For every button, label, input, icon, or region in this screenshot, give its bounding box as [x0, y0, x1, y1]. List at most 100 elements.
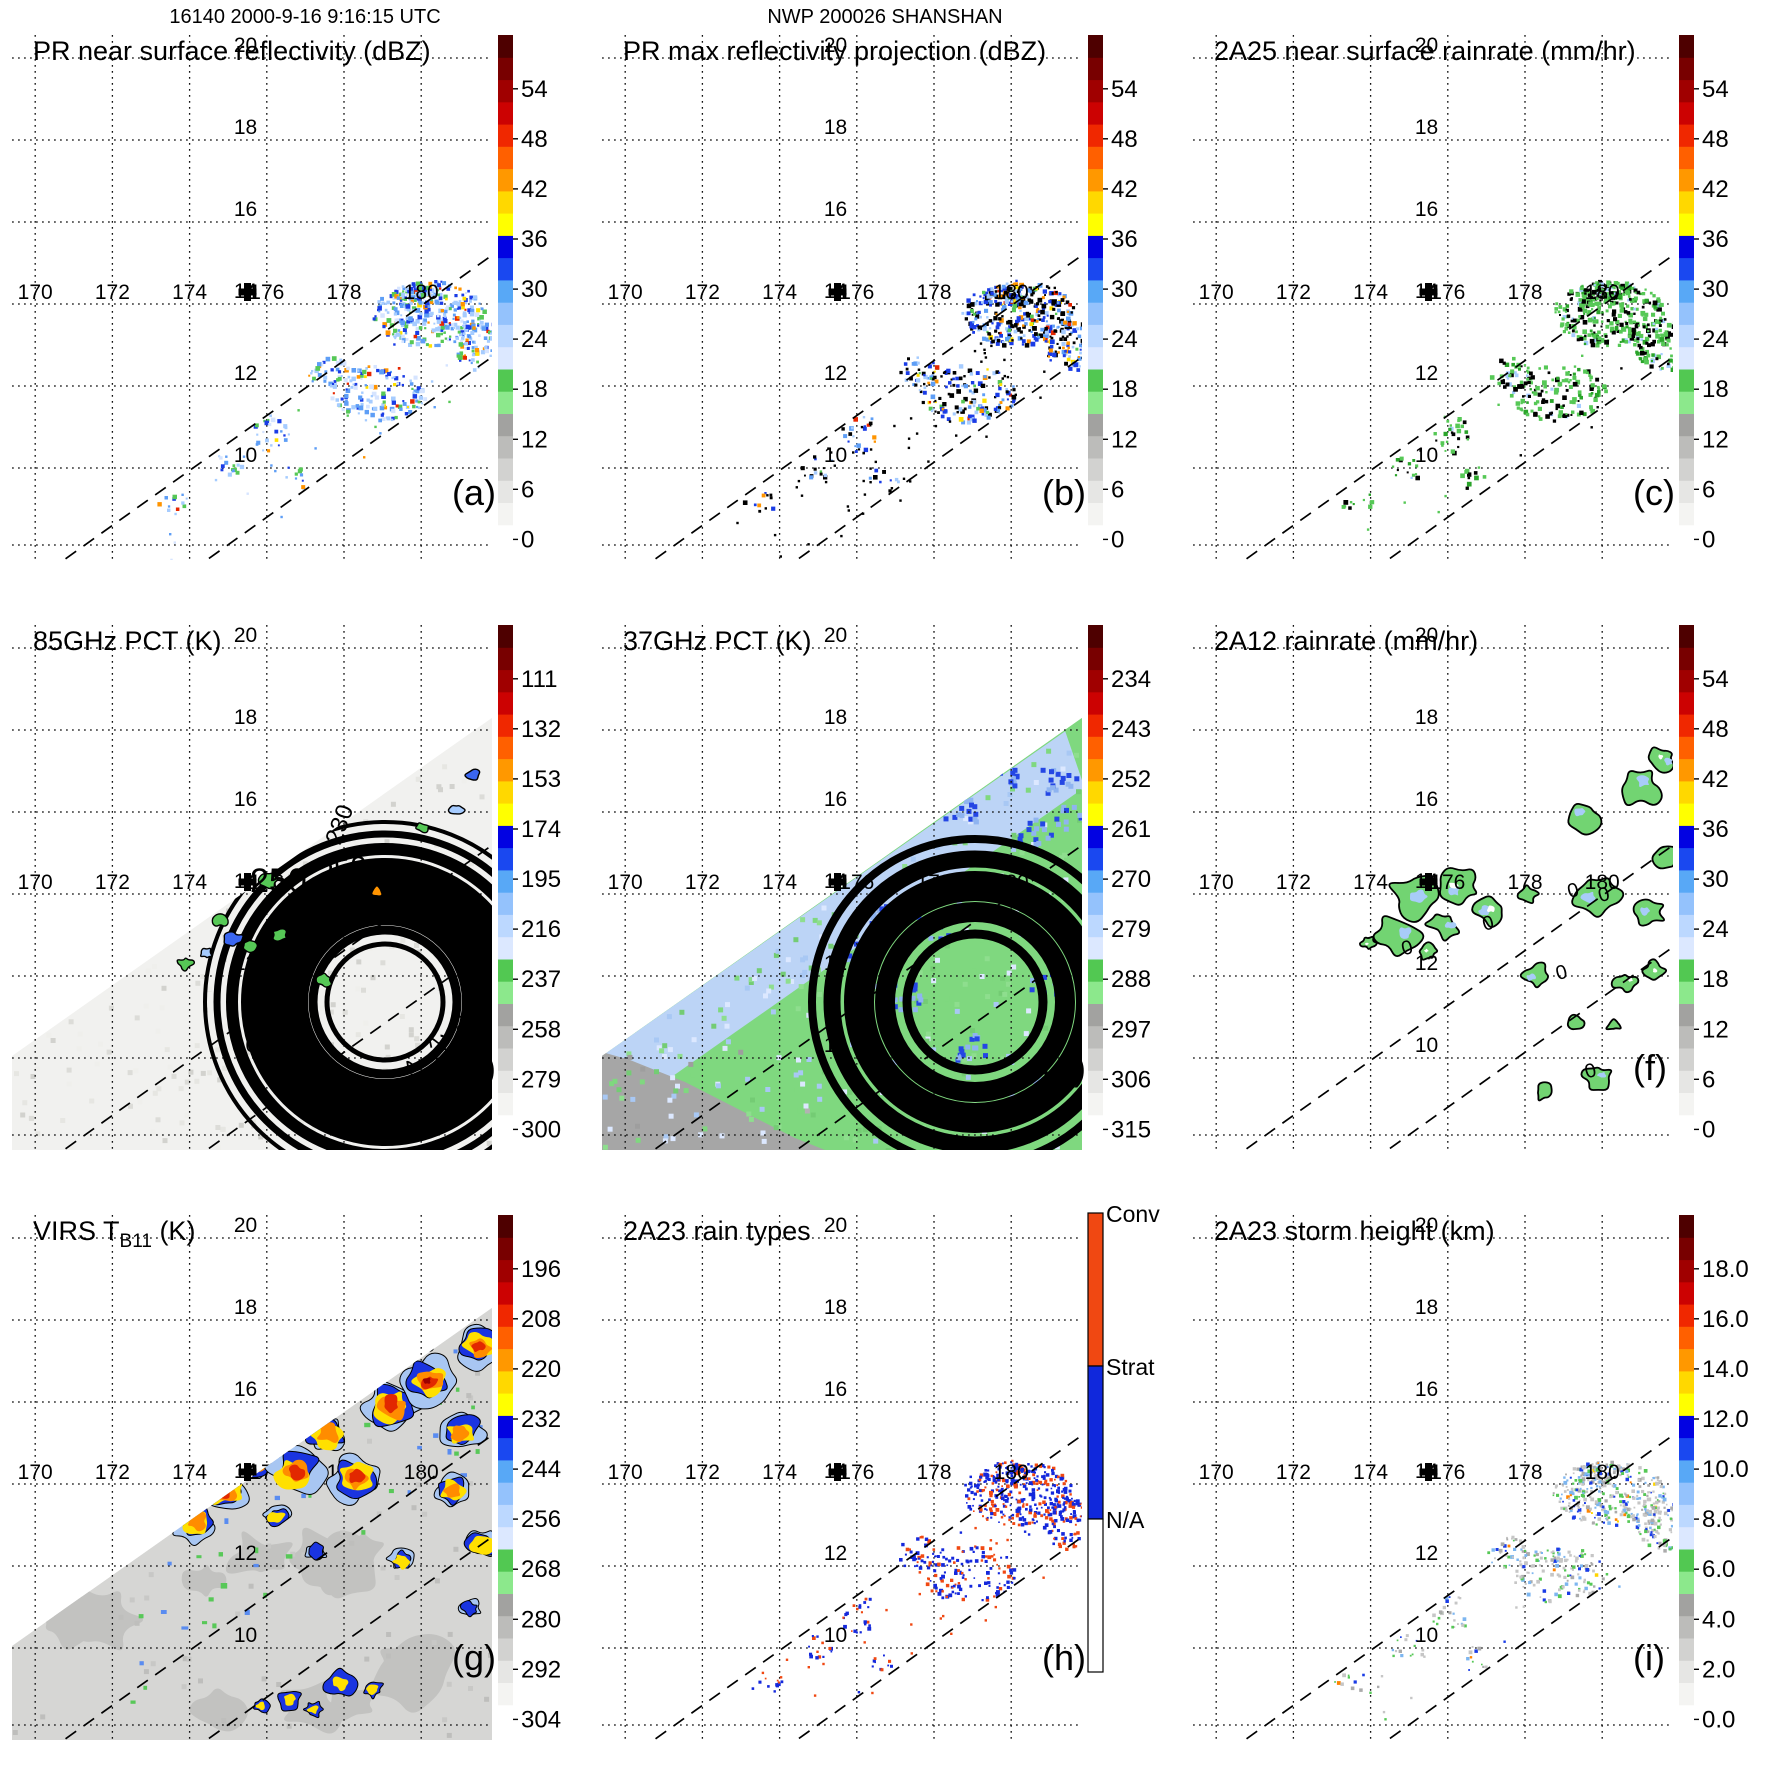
colorbar-tick-label: 6: [521, 476, 534, 503]
lon-tick-label: 178: [1507, 281, 1542, 304]
panel-b-pr-max-reflectivity: 170172174176178180101214161820PR max ref…: [602, 34, 1138, 560]
panel-h-2a23-rain-types: 1701721741761781801012141618202A23 rain …: [602, 1201, 1160, 1740]
lon-tick-label: 174: [172, 871, 207, 894]
lon-tick-label: 176: [1430, 1461, 1465, 1484]
lon-tick-label: 176: [1430, 281, 1465, 304]
lat-tick-label: 10: [824, 444, 847, 467]
raintype-colorbar-segment: [1087, 1365, 1104, 1520]
lat-tick-label: 16: [1415, 198, 1438, 221]
lon-tick-label: 174: [172, 281, 207, 304]
lat-tick-label: 16: [824, 198, 847, 221]
lon-tick-label: 174: [1353, 871, 1388, 894]
colorbar-tick-label: 279: [521, 1066, 561, 1093]
panel-f-2a12-rainrate: 0000001701721741761781801012141618202A12…: [1193, 624, 1729, 1150]
lat-tick-label: 18: [1415, 1296, 1438, 1319]
panel-title: 85GHz PCT (K): [33, 626, 222, 656]
lon-tick-label: 174: [762, 1461, 797, 1484]
lat-tick-label: 20: [1415, 624, 1438, 647]
colorbar-tick-label: 6: [1702, 476, 1715, 503]
colorbar-tick-label: 111: [521, 666, 557, 693]
storm-center-marker: [238, 1463, 257, 1481]
lon-tick-label: 174: [172, 1461, 207, 1484]
colorbar-tick-label: 2.0: [1702, 1656, 1735, 1683]
colorbar: 196 208 220 232 244 256 268 280 292 304: [498, 1215, 561, 1733]
colorbar-tick-label: 261: [1111, 816, 1151, 843]
pct-contour-label: 250: [250, 862, 307, 900]
colorbar: 234 243 252 261 270 279 288 297 306 315: [1088, 625, 1151, 1143]
colorbar-tick-label: 153: [521, 766, 561, 793]
contour-zero-label: 0: [1596, 883, 1612, 907]
lon-tick-label: 178: [1507, 871, 1542, 894]
colorbar-tick-label: 0: [521, 526, 534, 553]
colorbar-tick-label: 12.0: [1702, 1406, 1749, 1433]
contour-zero-label: 0: [1582, 1059, 1598, 1083]
colorbar-tick-label: 18: [1702, 966, 1729, 993]
lon-tick-label: 172: [685, 871, 720, 894]
colorbar-tick-label: 195: [521, 866, 561, 893]
colorbar-tick-label: 10.0: [1702, 1456, 1749, 1483]
colorbar-tick-label: 24: [521, 326, 548, 353]
colorbar-tick-label: 132: [521, 716, 561, 743]
lon-tick-label: 170: [1199, 281, 1234, 304]
colorbar-tick-label: 0: [1111, 526, 1124, 553]
lon-tick-label: 176: [839, 1461, 874, 1484]
colorbar-tick-label: 174: [521, 816, 561, 843]
colorbar-tick-label: 258: [521, 1016, 561, 1043]
colorbar: 54 48 42 36 30 24 18 12 6 0: [1088, 35, 1138, 553]
lon-tick-label: 178: [916, 281, 951, 304]
panel-letter-label: (e): [1042, 1047, 1086, 1088]
lat-tick-label: 20: [234, 1214, 257, 1237]
lat-tick-label: 12: [234, 362, 257, 385]
lon-tick-label: 180: [404, 1461, 439, 1484]
storm-center-marker: [828, 283, 847, 301]
colorbar-tick-label: 304: [521, 1706, 561, 1733]
colorbar-tick-label: Strat: [1106, 1354, 1155, 1380]
lat-tick-label: 18: [824, 116, 847, 139]
lon-tick-label: 176: [839, 281, 874, 304]
panel-title: 2A12 rainrate (mm/hr): [1214, 626, 1478, 656]
colorbar-tick-label: 36: [1702, 226, 1729, 253]
colorbar-tick-label: 315: [1111, 1116, 1151, 1143]
lon-tick-label: 170: [1199, 871, 1234, 894]
colorbar-tick-label: 12: [1111, 426, 1138, 453]
lat-tick-label: 20: [824, 34, 847, 57]
colorbar-tick-label: 0: [1702, 1116, 1715, 1143]
colorbar-tick-label: 268: [521, 1556, 561, 1583]
lat-tick-label: 12: [1415, 362, 1438, 385]
colorbar: 54 48 42 36 30 24 18 12 6 0: [1679, 35, 1729, 553]
colorbar-tick-label: 292: [521, 1656, 561, 1683]
lon-tick-label: 172: [685, 281, 720, 304]
lon-tick-label: 170: [608, 281, 643, 304]
lat-tick-label: 18: [824, 706, 847, 729]
colorbar-tick-label: 42: [1702, 176, 1729, 203]
colorbar-tick-label: 54: [1111, 76, 1138, 103]
panel-letter-label: (h): [1042, 1637, 1086, 1678]
panel-c-2a25-rainrate: 1701721741761781801012141618202A25 near …: [1193, 34, 1729, 560]
lat-tick-label: 12: [1415, 952, 1438, 975]
lat-tick-label: 20: [824, 1214, 847, 1237]
lat-tick-label: 12: [234, 1542, 257, 1565]
colorbar-tick-label: 14.0: [1702, 1356, 1749, 1383]
panel-title: 2A25 near surface rainrate (mm/hr): [1214, 36, 1636, 66]
lon-tick-label: 180: [404, 281, 439, 304]
panel-title: 37GHz PCT (K): [623, 626, 812, 656]
colorbar-tick-label: 244: [521, 1456, 561, 1483]
lat-tick-label: 16: [1415, 788, 1438, 811]
panel-g-virs-tb11: 170172174176178180101214161820VIRS TB11 …: [12, 1214, 561, 1740]
lat-tick-label: 20: [1415, 34, 1438, 57]
colorbar-tick-label: 54: [521, 76, 548, 103]
lon-tick-label: 172: [95, 871, 130, 894]
colorbar-tick-label: 6: [1111, 476, 1124, 503]
colorbar-tick-label: 243: [1111, 716, 1151, 743]
colorbar-tick-label: 6.0: [1702, 1556, 1735, 1583]
colorbar-tick-label: 0.0: [1702, 1706, 1735, 1733]
raintype-colorbar-segment: [1087, 1518, 1104, 1673]
colorbar-tick-label: 297: [1111, 1016, 1151, 1043]
lat-tick-label: 10: [234, 1624, 257, 1647]
panel-i-2a23-storm-height: 1701721741761781801012141618202A23 storm…: [1193, 1215, 1749, 1740]
colorbar-tick-label: 208: [521, 1306, 561, 1333]
lon-tick-label: 170: [608, 871, 643, 894]
panel-title: PR near surface reflectivity (dBZ): [33, 36, 431, 66]
colorbar-tick-label: 270: [1111, 866, 1151, 893]
panel-letter-label: (a): [452, 472, 496, 513]
